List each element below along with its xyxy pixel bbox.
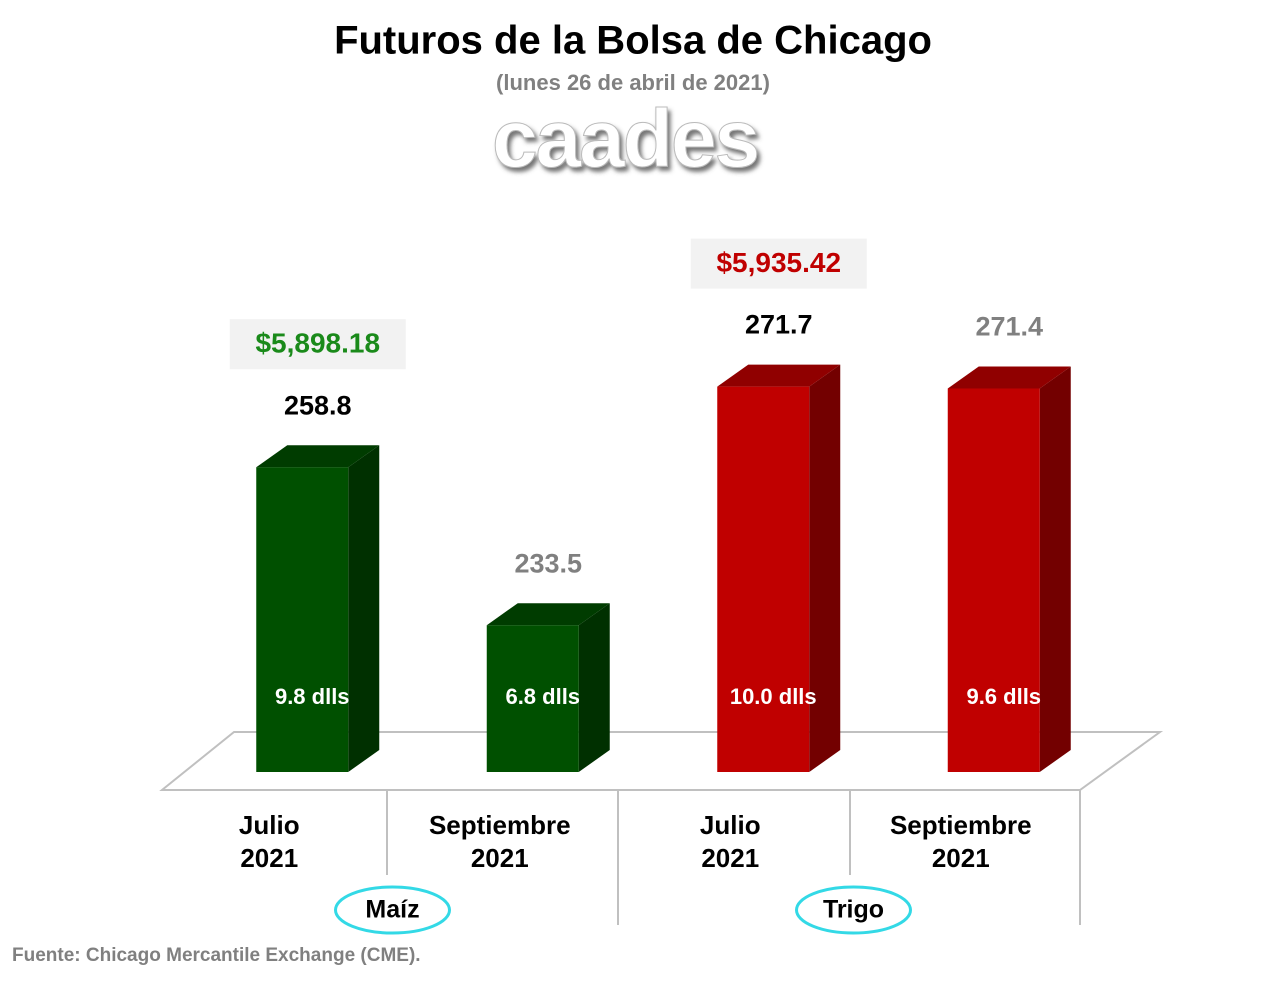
note-box [229,319,406,370]
bar [486,625,579,772]
value-label: 233.5 [514,548,582,578]
bar-side [348,445,380,772]
group-label: Trigo [823,896,884,924]
value-label: 271.7 [745,310,813,340]
group-badge [795,885,912,935]
bar-top [717,364,841,387]
note-box [690,238,867,289]
group-label: Maíz [365,896,419,924]
bar [717,386,810,772]
chart-title: Futuros de la Bolsa de Chicago [334,19,932,63]
bar-note: 9.6 dlls [966,684,1041,709]
bar [947,388,1040,772]
value-label: 258.8 [284,390,352,420]
source-note: Fuente: Chicago Mercantile Exchange (CME… [12,945,421,966]
group-note: $5,898.18 [255,328,380,359]
value-label: 271.4 [975,312,1043,342]
bar-top [947,366,1071,389]
x-tick-label: Julio 2021 [239,810,300,873]
group-badge [334,885,451,935]
bar-note: 10.0 dlls [730,684,817,709]
group-note: $5,935.42 [716,247,841,278]
x-tick-label: Septiembre 2021 [890,810,1032,873]
bar [256,467,349,772]
x-tick-label: Julio 2021 [700,810,761,873]
separators [386,790,1081,925]
floor [159,731,1164,791]
bar-note: 6.8 dlls [505,684,580,709]
bar-top [256,445,380,468]
x-tick-label: Septiembre 2021 [429,810,571,873]
chart-subtitle: (lunes 26 de abril de 2021) [496,70,770,95]
bar-side [578,603,610,772]
bar-side [809,364,841,772]
bar-note: 9.8 dlls [275,684,350,709]
bar-top [486,603,610,626]
logo: caades [492,94,758,185]
bar-side [1039,366,1071,772]
